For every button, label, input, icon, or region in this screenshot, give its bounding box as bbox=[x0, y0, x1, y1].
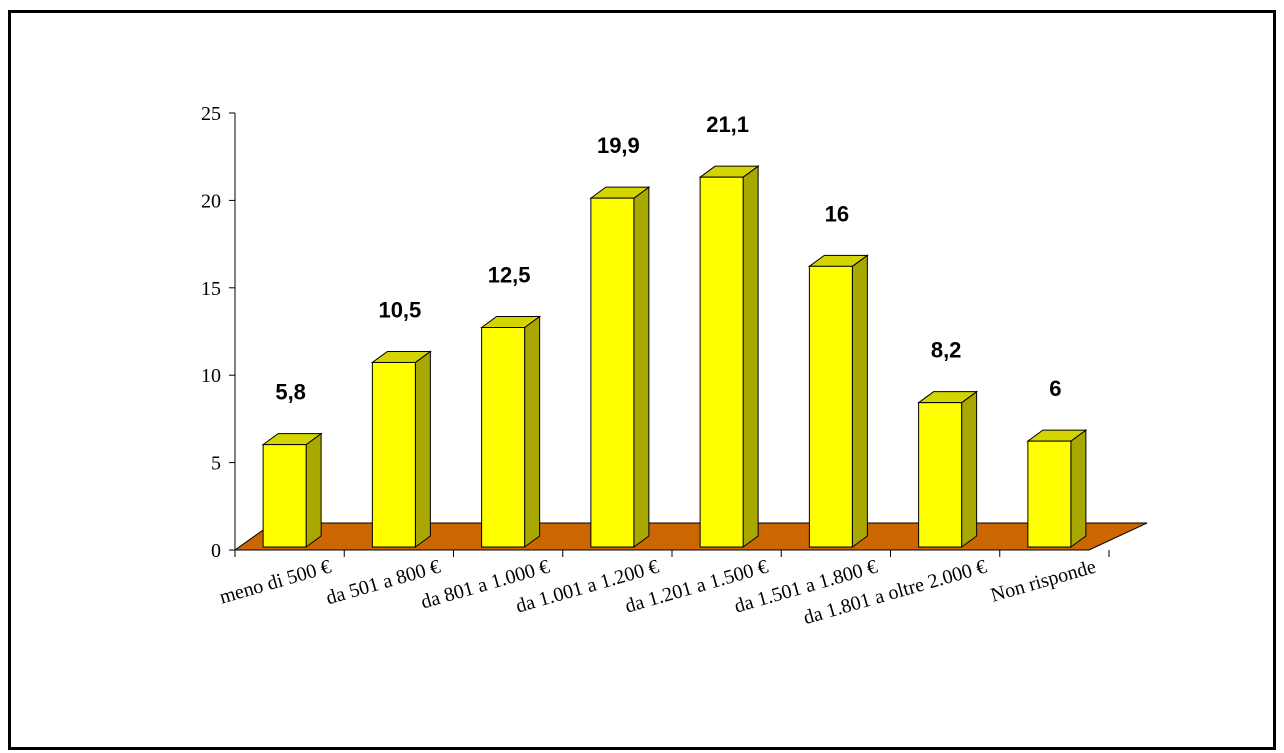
bar bbox=[371, 361, 416, 548]
bar bbox=[808, 265, 853, 548]
data-label: 10,5 bbox=[378, 297, 421, 322]
data-label: 21,1 bbox=[706, 112, 749, 137]
bar bbox=[262, 444, 307, 548]
bar-side bbox=[524, 315, 541, 548]
x-category-label: meno di 500 € bbox=[217, 556, 334, 609]
data-label: 12,5 bbox=[488, 263, 531, 288]
chart-frame: 0 5 10 15 20 25 5,8 meno di 500 €10,5 da 501 a 8… bbox=[8, 10, 1276, 750]
data-label: 8,2 bbox=[931, 338, 962, 363]
bar bbox=[590, 197, 635, 548]
x-category-label: da 1.801 a oltre 2.000 € bbox=[801, 556, 989, 629]
bar bbox=[918, 402, 963, 548]
bar-side bbox=[961, 390, 978, 548]
bar-side bbox=[305, 432, 322, 548]
data-label: 19,9 bbox=[597, 133, 640, 158]
data-label: 5,8 bbox=[275, 380, 306, 405]
data-label: 16 bbox=[825, 201, 849, 226]
bar bbox=[699, 176, 744, 548]
bar bbox=[1027, 440, 1072, 548]
y-tick-label: 10 bbox=[201, 365, 221, 387]
bar bbox=[481, 327, 526, 548]
x-category-label: Non risponde bbox=[988, 556, 1098, 607]
y-tick-label: 0 bbox=[211, 540, 221, 562]
bar-side bbox=[414, 350, 431, 548]
bar-side bbox=[633, 186, 650, 548]
bar-side bbox=[851, 254, 868, 548]
chart-floor bbox=[233, 522, 1148, 551]
y-tick-label: 20 bbox=[201, 190, 221, 212]
y-tick-label: 5 bbox=[211, 453, 221, 475]
bar-side bbox=[742, 165, 759, 548]
y-tick-label: 25 bbox=[201, 103, 221, 125]
y-tick-label: 15 bbox=[201, 278, 221, 300]
data-label: 6 bbox=[1049, 376, 1061, 401]
bar-side bbox=[1070, 429, 1087, 548]
